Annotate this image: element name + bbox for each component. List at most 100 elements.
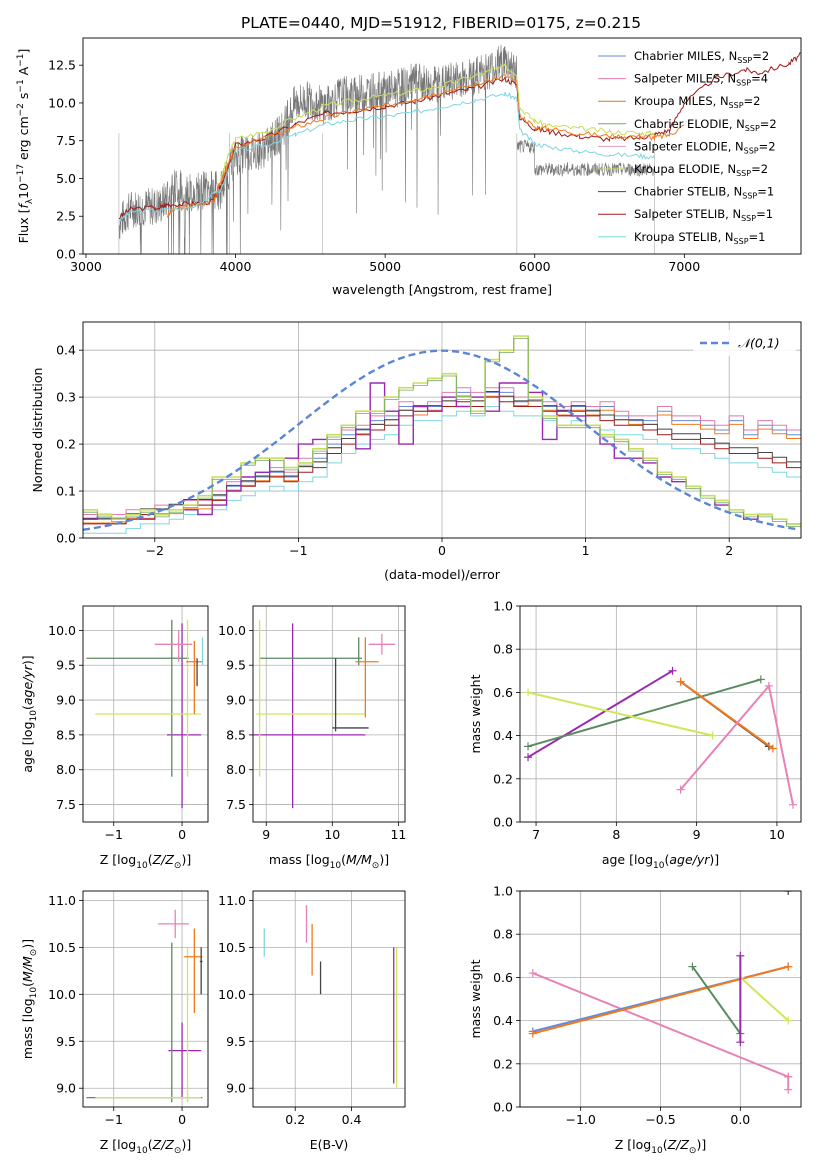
label-part: Z [log: [615, 1137, 651, 1152]
legend-label: Salpeter MILES, NSSP=4: [634, 72, 768, 88]
model-curve-stelib-cyan: [118, 92, 655, 222]
y-tick-label: 0.6: [493, 685, 513, 700]
plot-area-spectrum: [118, 44, 801, 254]
legend-suffix: =2: [751, 162, 768, 176]
label-part: A: [16, 66, 31, 79]
legend-text: Salpeter MILES, N: [634, 72, 736, 86]
y-tick-label: 0.0: [56, 531, 76, 546]
errorbar-point: [154, 630, 193, 662]
y-tick-label: 8.0: [56, 762, 76, 777]
label-part: (: [663, 1137, 668, 1152]
weight-line: [532, 972, 789, 1078]
legend-label: Chabrier MILES, NSSP=2: [634, 49, 769, 65]
label-part: ⊙: [174, 861, 182, 871]
label-part: Z/Z: [152, 852, 175, 867]
errorbar-point: [95, 619, 202, 777]
spectrum-data: [118, 44, 518, 254]
x-tick-label: 10: [324, 827, 340, 842]
legend-label: Kroupa ELODIE, NSSP=2: [634, 162, 768, 178]
y-tick-label: 0.3: [56, 390, 76, 405]
label-part: ⊙: [372, 861, 380, 871]
legend-label: Salpeter STELIB, NSSP=1: [634, 207, 773, 223]
legend-suffix: =2: [744, 94, 761, 108]
figure-title: PLATE=0440, MJD=51912, FIBERID=0175, z=0…: [241, 14, 641, 32]
weight-line: [527, 678, 762, 748]
y-tick-label: 10.5: [48, 940, 76, 955]
legend-label: Chabrier ELODIE, NSSP=2: [634, 117, 777, 133]
label-part: Z/Z: [152, 1137, 175, 1152]
hist-elodie-dark: [83, 338, 801, 527]
errorbar-point: [368, 633, 396, 655]
legend-box: [693, 330, 796, 356]
label-part: 10: [29, 987, 39, 999]
errorbar-point: [158, 909, 189, 938]
y-tick-label: 7.5: [56, 133, 76, 148]
legend-sub: SSP: [742, 192, 757, 201]
label-part: M/M: [346, 852, 372, 867]
label-part: age/yr: [20, 664, 35, 705]
label-part: 10: [330, 861, 342, 871]
y-tick-label: 0.6: [493, 970, 513, 985]
label-part: 10: [136, 861, 148, 871]
errorbar-point: [184, 928, 203, 1014]
y-tick-label: 10.0: [48, 95, 76, 110]
legend-suffix: =2: [759, 139, 776, 153]
legend-sub: SSP: [744, 146, 759, 155]
legend-suffix: =1: [756, 207, 773, 221]
legend-text: Salpeter ELODIE, N: [634, 139, 744, 153]
label-part: erg cm: [16, 116, 31, 164]
legend-label: 𝒩(0,1): [738, 336, 780, 351]
label-part: age/yr: [669, 852, 710, 867]
x-tick-label: 1: [582, 543, 590, 558]
plot-area-residuals: [83, 335, 801, 534]
y-tick-label: 8.5: [226, 727, 246, 742]
axes-frame: [82, 37, 802, 255]
x-axis-label: E(B-V): [310, 1137, 349, 1152]
x-tick-label: −1: [105, 1112, 123, 1127]
spectrum-data-red: [516, 139, 655, 177]
axes-frame: [252, 605, 406, 823]
label-part: )]: [20, 655, 35, 665]
y-tick-label: 12.5: [48, 58, 76, 73]
legend-suffix: =4: [751, 72, 768, 86]
y-tick-label: 0.8: [493, 927, 513, 942]
label-part: 10: [653, 861, 665, 871]
weight-line: [691, 966, 742, 1035]
x-axis-label: Z [log10(Z/Z⊙)]: [615, 1137, 706, 1156]
hist-stelib-cyan: [83, 406, 801, 534]
label-part: −17: [16, 164, 26, 183]
label-part: −1: [16, 53, 26, 66]
x-tick-label: 0: [178, 1112, 186, 1127]
y-tick-label: 7.5: [56, 797, 76, 812]
y-tick-label: 9.0: [56, 1081, 76, 1096]
legend-text: Salpeter STELIB, N: [634, 207, 741, 221]
weight-series: [676, 677, 777, 753]
x-tick-label: 7000: [668, 259, 700, 274]
label-part: ⊙: [174, 1146, 182, 1156]
y-tick-label: 8.0: [226, 762, 246, 777]
plot-area-age_vs_weight: [524, 666, 797, 809]
errorbar-point: [86, 942, 203, 1103]
y-tick-label: 11.0: [218, 893, 246, 908]
label-part: Z/Z: [667, 1137, 690, 1152]
y-tick-label: 9.5: [226, 1034, 246, 1049]
weight-line: [679, 680, 774, 750]
y-tick-label: 9.0: [226, 693, 246, 708]
x-tick-label: −2: [146, 543, 164, 558]
legend-label: Chabrier STELIB, NSSP=1: [634, 185, 774, 201]
x-tick-label: 3000: [70, 259, 102, 274]
x-tick-label: 10: [769, 827, 785, 842]
plot-area-z_vs_weight: [528, 891, 793, 1094]
legend-label: Salpeter ELODIE, NSSP=2: [634, 139, 776, 155]
label-part: ⊙: [689, 1146, 697, 1156]
y-tick-label: 8.5: [56, 727, 76, 742]
y-axis-label: Flux [fλ10−17 erg cm−2 s−1 A−1]: [16, 49, 35, 244]
y-tick-label: 0.0: [493, 815, 513, 830]
y-tick-label: 0.0: [56, 247, 76, 262]
x-tick-label: 4000: [220, 259, 252, 274]
errorbar-point: [355, 637, 379, 718]
y-tick-label: 9.5: [56, 1034, 76, 1049]
label-part: )]: [181, 1137, 191, 1152]
